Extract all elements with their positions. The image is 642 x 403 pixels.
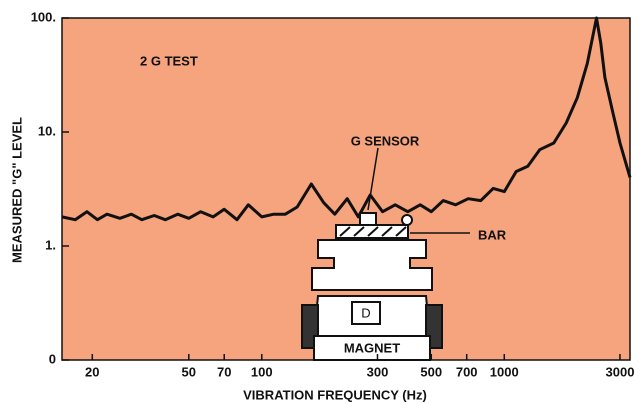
g-sensor [359, 212, 377, 226]
y-tick-label: 0 [49, 351, 56, 366]
x-tick-label: 70 [217, 364, 231, 379]
hatch [395, 226, 407, 237]
curve-layer [61, 16, 632, 222]
chart-title: 2 G TEST [140, 53, 198, 68]
y-axis-label: MEASURED "G" LEVEL [9, 117, 24, 263]
x-tick-label: 300 [367, 364, 389, 379]
annotation: D [361, 305, 370, 320]
hatch [367, 226, 379, 237]
x-tick-label: 20 [85, 364, 99, 379]
annotation: G SENSOR [351, 133, 420, 148]
magnet [313, 335, 431, 361]
x-tick-label: 500 [420, 364, 442, 379]
x-tick-label: 3000 [606, 364, 635, 379]
bolt [401, 214, 413, 226]
sensor-leader [367, 147, 379, 211]
d-box [351, 301, 381, 325]
hatch [353, 226, 365, 237]
armature [311, 239, 433, 291]
y-tick-label: 100. [31, 9, 56, 24]
annotation: MAGNET [344, 340, 400, 355]
x-tick-label: 100 [251, 364, 273, 379]
y-tick-label: 10. [38, 123, 56, 138]
hatch [381, 226, 393, 237]
annotation: BAR [478, 227, 507, 242]
x-tick-label: 1000 [490, 364, 519, 379]
hatch [339, 226, 351, 237]
data-line [61, 16, 632, 222]
x-axis-label: VIBRATION FREQUENCY (Hz) [243, 387, 427, 402]
x-tick-label: 700 [456, 364, 478, 379]
x-tick-label: 50 [182, 364, 196, 379]
shaker-diagram [301, 147, 470, 361]
y-tick-label: 1. [45, 237, 56, 252]
